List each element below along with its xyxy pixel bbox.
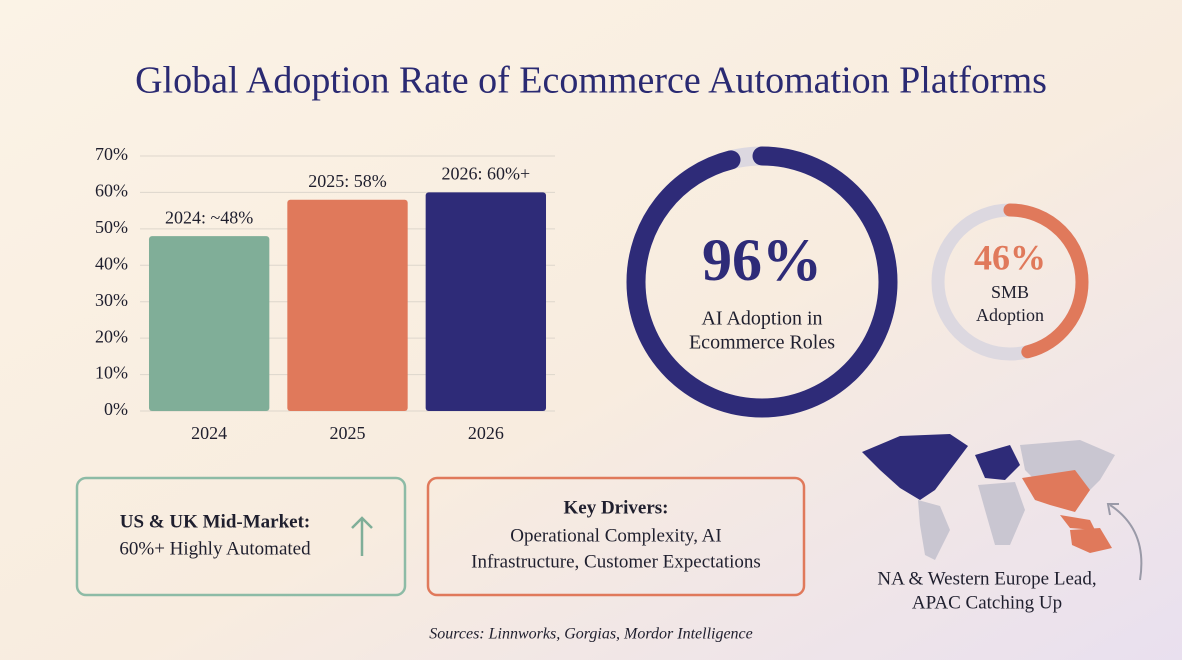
donut-arc bbox=[931, 203, 1089, 361]
x-tick-label: 2025 bbox=[330, 423, 366, 443]
title: Global Adoption Rate of Ecommerce Automa… bbox=[135, 60, 1047, 102]
y-tick-label: 20% bbox=[95, 326, 128, 346]
y-tick-label: 60% bbox=[95, 181, 128, 201]
donut-label: Adoption bbox=[976, 305, 1044, 325]
donut-value: 46% bbox=[974, 237, 1046, 277]
card bbox=[75, 476, 407, 597]
y-tick-label: 70% bbox=[95, 144, 128, 164]
y-tick-label: 0% bbox=[104, 399, 128, 419]
bar bbox=[425, 192, 547, 411]
x-tick-label: 2026 bbox=[468, 423, 504, 443]
y-tick-label: 30% bbox=[95, 290, 128, 310]
card-text: Operational Complexity, AI bbox=[510, 525, 721, 546]
value-label: 2024: ~48% bbox=[165, 207, 253, 227]
y-tick-label: 40% bbox=[95, 253, 128, 273]
donut-value: 96% bbox=[702, 227, 822, 293]
value-label: 2026: 60%+ bbox=[442, 164, 531, 184]
card-heading: US & UK Mid-Market: bbox=[120, 511, 311, 532]
y-tick-label: 10% bbox=[95, 363, 128, 383]
card-heading: Key Drivers: bbox=[564, 497, 669, 518]
card-text: Infrastructure, Customer Expectations bbox=[471, 551, 761, 572]
sources: Sources: Linnworks, Gorgias, Mordor Inte… bbox=[429, 626, 753, 643]
bar bbox=[287, 199, 408, 411]
donut-label: AI Adoption in bbox=[701, 308, 822, 330]
bar bbox=[148, 236, 270, 411]
donut-label: Ecommerce Roles bbox=[689, 332, 835, 354]
card bbox=[426, 476, 806, 597]
x-tick-label: 2024 bbox=[191, 423, 227, 443]
up-arrow bbox=[351, 516, 373, 556]
value-label: 2025: 58% bbox=[308, 171, 387, 191]
world-map bbox=[862, 434, 1143, 581]
card-text: 60%+ Highly Automated bbox=[119, 538, 311, 559]
donut-arc bbox=[626, 146, 898, 418]
map-caption: NA & Western Europe Lead, bbox=[877, 568, 1096, 589]
y-tick-label: 50% bbox=[95, 217, 128, 237]
map-caption: APAC Catching Up bbox=[912, 592, 1062, 613]
donut-label: SMB bbox=[991, 282, 1029, 302]
